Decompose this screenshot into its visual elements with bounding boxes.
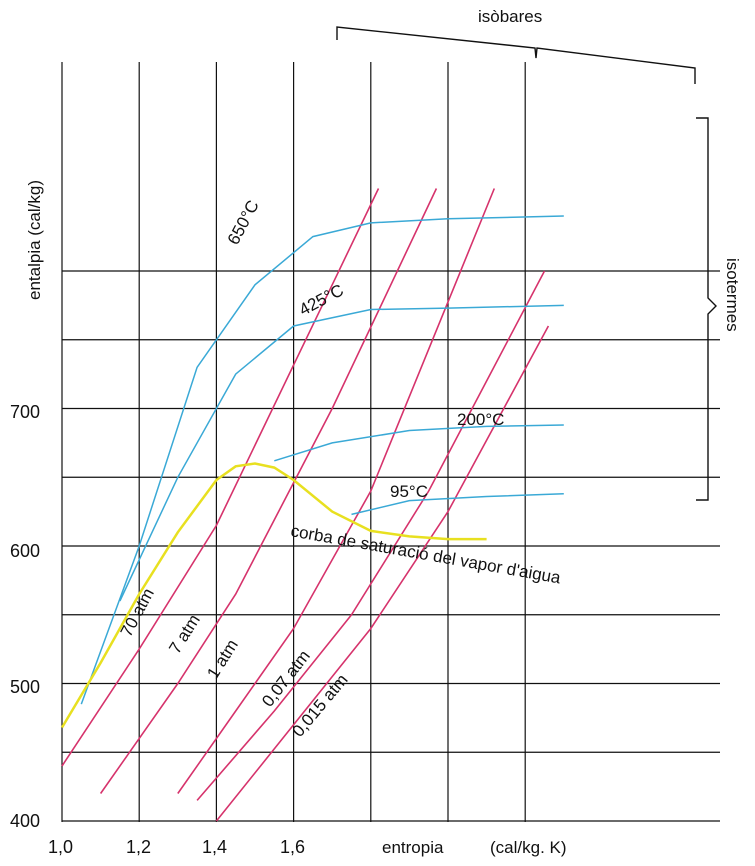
y-tick-labels: 400 500 600 700 (10, 402, 40, 831)
isotherm-line-2 (274, 424, 564, 462)
isobar-label-1atm: 1 atm (203, 636, 242, 682)
y-tick-label: 700 (10, 402, 40, 422)
isobars-bracket-label: isòbares (478, 7, 542, 26)
isobar-line-2 (177, 188, 496, 794)
isotherm-line-1 (119, 304, 564, 602)
isotherm-label-200: 200°C (457, 410, 504, 429)
x-axis-label: entropia (382, 838, 444, 857)
saturation-curve-label: corba de saturació del vapor d'aigua (289, 521, 562, 587)
x-tick-label: 1,4 (202, 837, 227, 857)
isobar-label-7atm: 7 atm (165, 611, 204, 657)
isotherm-curves (80, 215, 564, 705)
y-axis-label: entalpia (cal/kg) (25, 180, 44, 300)
isotherm-label-95: 95°C (390, 482, 428, 501)
saturation-curve-group (60, 462, 487, 729)
isotherms-bracket (696, 117, 717, 501)
isotherm-line-3 (351, 493, 564, 516)
y-tick-label: 400 (10, 811, 40, 831)
x-axis-unit: (cal/kg. K) (490, 838, 567, 857)
y-tick-label: 600 (10, 541, 40, 561)
isobar-line-0 (61, 188, 380, 767)
isobars-bracket (336, 26, 696, 84)
isobar-curves (61, 188, 550, 822)
x-tick-label: 1,0 (48, 837, 73, 857)
isobar-line-3 (196, 270, 546, 801)
isotherm-line-0 (80, 215, 564, 705)
grid-lines (61, 62, 720, 822)
isotherm-label-650: 650°C (224, 197, 263, 248)
isobar-line-4 (215, 325, 550, 822)
isotherm-label-425: 425°C (296, 280, 347, 319)
x-tick-label: 1,2 (126, 837, 151, 857)
y-tick-label: 500 (10, 677, 40, 697)
isobar-label-007atm: 0,07 atm (258, 647, 314, 711)
saturation-curve (60, 462, 487, 729)
isobar-line-1 (99, 188, 438, 794)
x-tick-labels: 1,0 1,2 1,4 1,6 (48, 837, 305, 857)
isotherms-bracket-label: isotermes (723, 258, 742, 332)
x-tick-label: 1,6 (280, 837, 305, 857)
